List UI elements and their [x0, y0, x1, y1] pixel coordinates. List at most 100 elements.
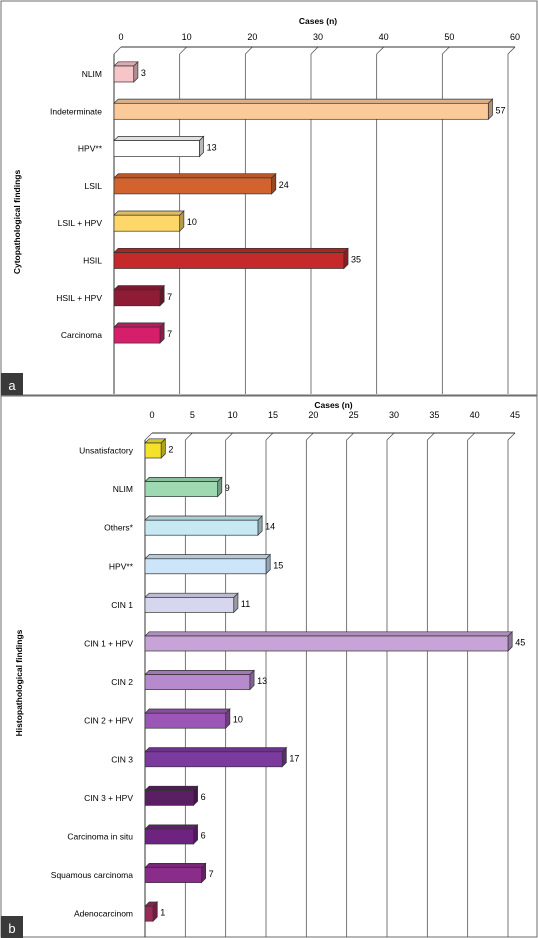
- bar-top: [113, 322, 166, 328]
- bar-front: [144, 674, 251, 690]
- bar: [144, 862, 207, 884]
- gridline-top: [346, 432, 354, 441]
- bar-top: [113, 285, 166, 291]
- bar-front: [144, 519, 259, 536]
- category-label: CIN 3 + HPV: [84, 793, 133, 803]
- bar-front: [113, 289, 161, 307]
- value-label: 11: [241, 599, 250, 609]
- bar: [113, 135, 205, 158]
- bar: [144, 669, 255, 691]
- value-label: 17: [289, 753, 299, 763]
- category-label: NLIM: [82, 69, 102, 79]
- value-label: 7: [167, 329, 172, 339]
- bar-front: [113, 214, 181, 232]
- x-tick-label: 25: [349, 410, 359, 420]
- category-label: Carcinoma: [61, 330, 102, 340]
- bar-front: [144, 790, 194, 806]
- bar-top: [144, 477, 223, 482]
- bar-top: [144, 708, 231, 714]
- value-label: 13: [207, 143, 217, 153]
- panel-label: a: [8, 378, 16, 393]
- bar: [144, 823, 199, 845]
- gridline-top: [507, 432, 516, 441]
- gridline-top: [507, 46, 516, 55]
- value-label: 10: [233, 715, 243, 725]
- bar-front: [144, 867, 202, 883]
- bar-top: [113, 210, 185, 216]
- category-label: HSIL + HPV: [56, 293, 102, 303]
- bar-front: [144, 712, 227, 729]
- axis-title: Cases (n): [299, 16, 337, 26]
- bar-front: [144, 828, 194, 845]
- x-tick-label: 20: [308, 410, 318, 420]
- bar-top: [113, 61, 139, 67]
- y-axis-title: Cytopathological findings: [12, 170, 22, 275]
- bar-top: [144, 631, 514, 637]
- category-label: LSIL + HPV: [58, 218, 103, 228]
- bar-front: [144, 597, 235, 613]
- value-label: 7: [209, 869, 214, 879]
- value-label: 7: [167, 292, 172, 302]
- value-label: 57: [496, 105, 506, 115]
- category-label: NLIM: [113, 484, 133, 494]
- axis-title: Cases (n): [314, 400, 352, 410]
- bar: [144, 437, 167, 459]
- value-label: 6: [201, 792, 206, 802]
- value-label: 13: [257, 676, 267, 686]
- bar: [144, 746, 288, 768]
- gridline-top: [179, 46, 187, 55]
- value-label: 15: [273, 560, 283, 570]
- gridline-top: [467, 432, 475, 441]
- bar-front: [113, 177, 272, 195]
- category-label: CIN 1: [111, 600, 133, 610]
- x-tick-label: 50: [444, 32, 454, 42]
- panel-label: b: [8, 921, 15, 936]
- bar-front: [144, 905, 154, 922]
- panel-frame: [0, 0, 538, 396]
- value-label: 35: [351, 255, 361, 265]
- x-tick-label: 20: [247, 32, 257, 42]
- bar-front: [144, 481, 218, 497]
- bar-front: [113, 102, 489, 120]
- bar-top: [113, 98, 494, 104]
- value-label: 24: [279, 180, 289, 190]
- bar-front: [144, 635, 509, 652]
- bar: [113, 322, 166, 344]
- x-tick-label: 30: [313, 32, 323, 42]
- gridline-top: [144, 432, 153, 441]
- bar-front: [113, 140, 200, 157]
- gridline-top: [185, 432, 193, 441]
- category-label: Unsatisfactory: [79, 446, 134, 456]
- x-tick-label: 0: [118, 32, 123, 42]
- category-label: HPV**: [109, 561, 134, 571]
- category-label: Adenocarcinom: [74, 909, 133, 919]
- bar-top: [144, 863, 207, 868]
- bar-front: [144, 558, 267, 575]
- chart-panel-b: 0 5 10 15 20 25 30 35 40 45 Cases (n) Histopatholog…: [0, 395, 538, 938]
- bar-top: [144, 785, 199, 791]
- bar-front: [113, 65, 135, 83]
- gridline-top: [376, 46, 384, 55]
- bar: [113, 172, 277, 195]
- x-tick-label: 10: [228, 410, 238, 420]
- gridline-top: [306, 432, 314, 441]
- x-tick-label: 30: [389, 410, 399, 420]
- category-label: HPV**: [78, 144, 103, 154]
- y-axis-title: Histopathological findings: [14, 629, 24, 736]
- chart-panel-a: 0 10 20 30 40 50 60 Cases (n) Cytopathological f…: [0, 0, 538, 396]
- bar-top: [144, 747, 288, 753]
- x-tick-label: 5: [190, 410, 195, 420]
- category-label: LSIL: [85, 181, 103, 191]
- category-label: Indeterminate: [50, 106, 102, 116]
- bar-front: [113, 326, 161, 344]
- x-tick-label: 40: [470, 410, 480, 420]
- category-label: Carcinoma in situ: [67, 832, 133, 842]
- panel-label-badge: [1, 916, 23, 938]
- bar: [113, 60, 139, 83]
- panel-frame: [0, 395, 538, 938]
- bar: [144, 708, 231, 730]
- value-label: 6: [201, 831, 206, 841]
- bar: [144, 785, 199, 807]
- gridline-top: [442, 46, 450, 55]
